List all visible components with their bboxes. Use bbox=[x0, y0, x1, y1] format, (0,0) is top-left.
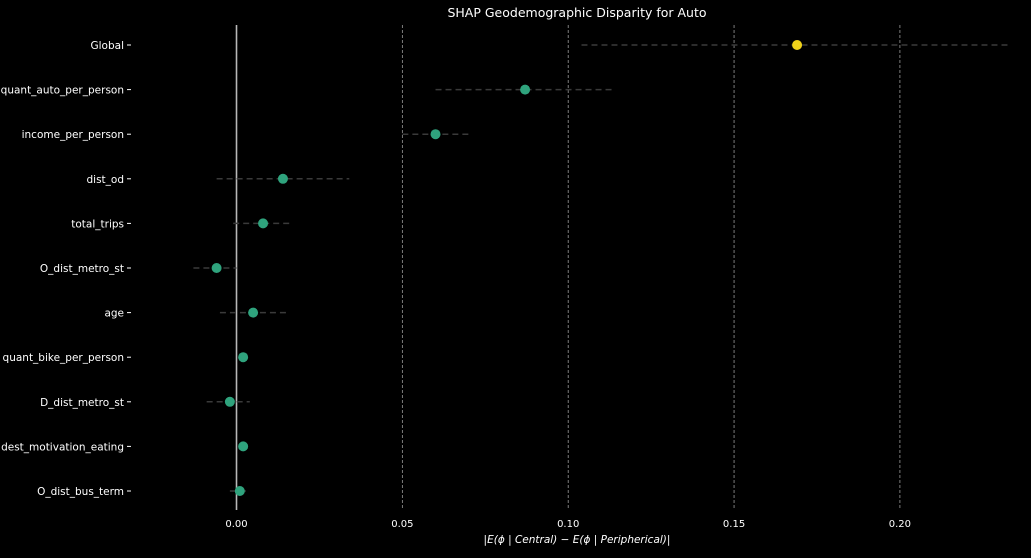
y-tick-label: dest_motivation_eating bbox=[1, 441, 124, 453]
data-point bbox=[520, 84, 531, 95]
data-point bbox=[211, 263, 222, 273]
y-tick-label: dist_od bbox=[86, 174, 124, 186]
data-point bbox=[234, 486, 245, 496]
data-point bbox=[238, 441, 249, 452]
data-point bbox=[248, 307, 259, 318]
data-point bbox=[430, 129, 441, 140]
y-tick-label: D_dist_metro_st bbox=[40, 397, 124, 409]
x-axis-label: |E(ϕ | Central) − E(ϕ | Peripherical)| bbox=[484, 534, 671, 546]
y-tick-label: income_per_person bbox=[22, 129, 124, 141]
data-point bbox=[238, 352, 249, 363]
x-tick-label: 0.10 bbox=[557, 519, 579, 530]
data-point bbox=[277, 173, 288, 184]
y-tick-label: O_dist_bus_term bbox=[37, 486, 124, 498]
x-tick-label-layer: 0.00 0.05 0.10 0.15 0.20 bbox=[225, 519, 911, 530]
y-tick-label: total_trips bbox=[71, 218, 124, 230]
confidence-interval-layer bbox=[193, 44, 1010, 492]
x-tick-label: 0.20 bbox=[889, 519, 911, 530]
data-point bbox=[258, 218, 269, 229]
x-tick-label: 0.00 bbox=[225, 519, 247, 530]
y-tick-label: Global bbox=[91, 40, 125, 52]
point-layer bbox=[211, 40, 803, 496]
y-tick-label: quant_auto_per_person bbox=[1, 85, 124, 97]
y-tick-label: quant_bike_per_person bbox=[3, 352, 124, 364]
y-tick-label: O_dist_metro_st bbox=[40, 263, 124, 275]
x-tick-label: 0.05 bbox=[391, 519, 413, 530]
y-tick-label: age bbox=[104, 308, 124, 320]
y-tick-label-layer: Global quant_auto_per_person income_per_pe… bbox=[1, 40, 131, 498]
data-point bbox=[224, 396, 235, 407]
grid-layer bbox=[235, 25, 901, 510]
highlight-data-point bbox=[792, 40, 803, 50]
x-tick-label: 0.15 bbox=[723, 519, 745, 530]
chart-title: SHAP Geodemographic Disparity for Auto bbox=[447, 5, 706, 20]
